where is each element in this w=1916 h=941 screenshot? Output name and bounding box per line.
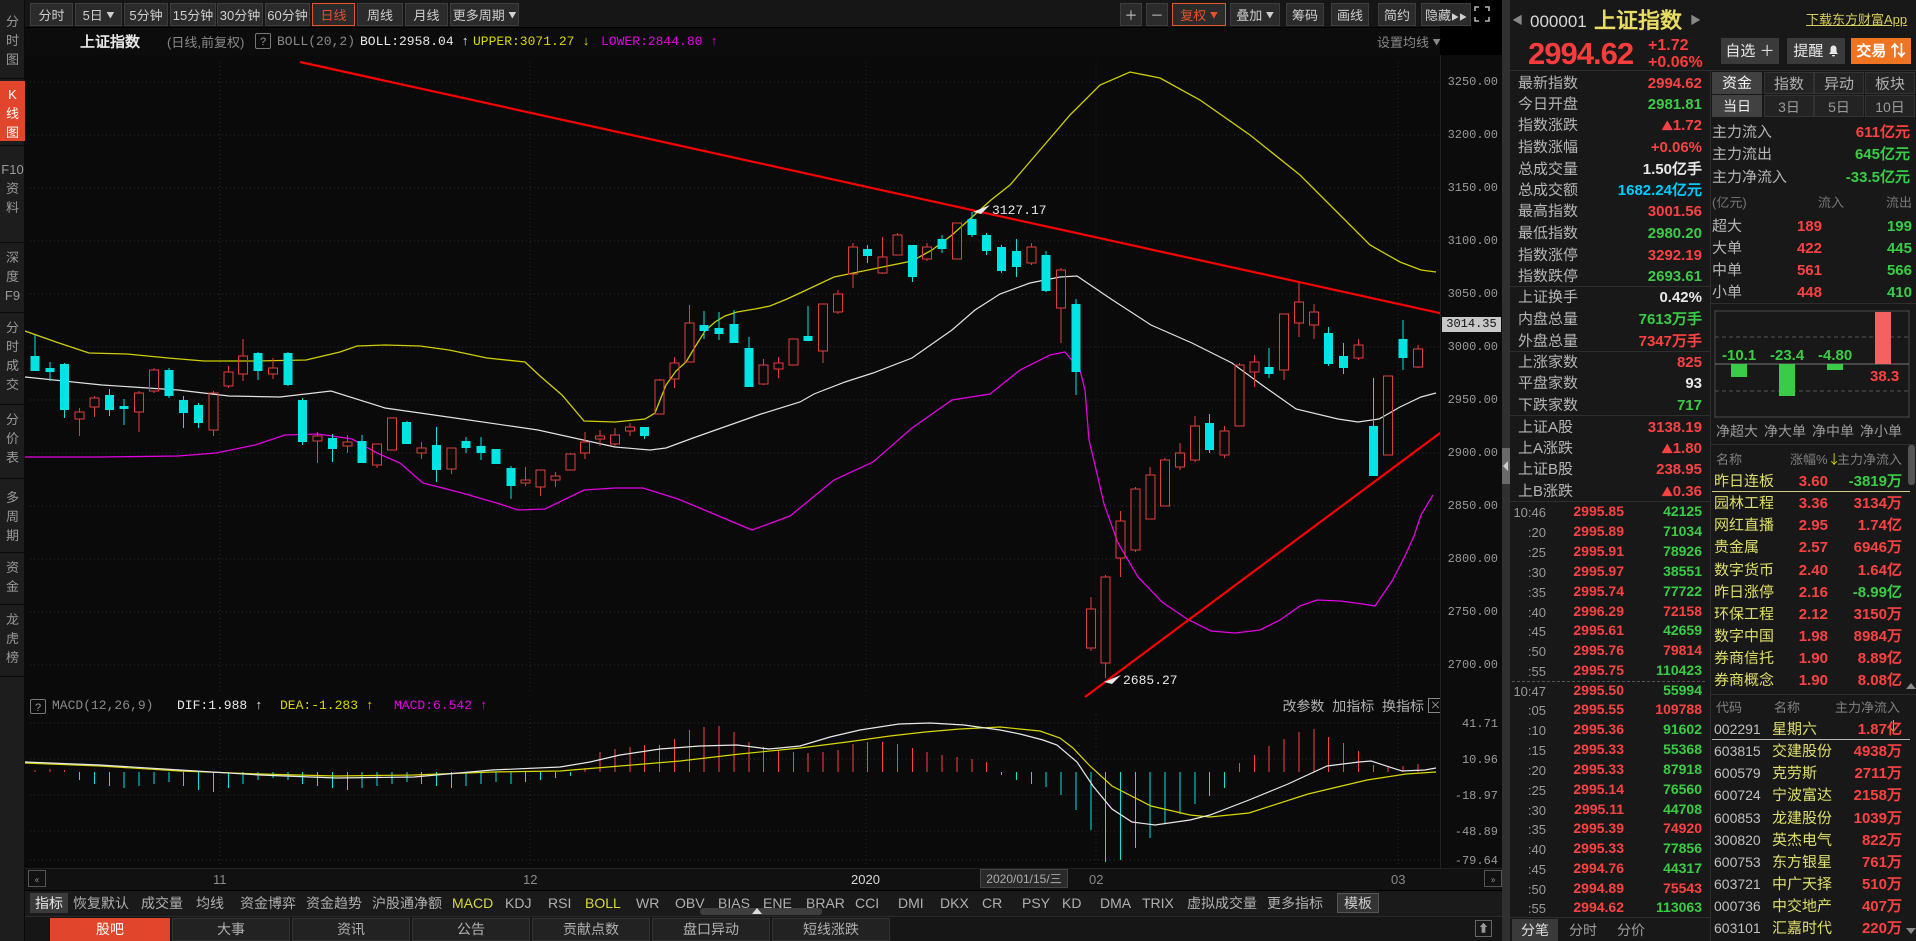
svg-text:2685.27: 2685.27 — [1123, 673, 1178, 688]
svg-text:-10.1: -10.1 — [1722, 344, 1756, 365]
svg-text:-23.4: -23.4 — [1770, 344, 1805, 365]
svg-text:3127.17: 3127.17 — [992, 203, 1047, 218]
svg-text:38.3: 38.3 — [1870, 365, 1899, 386]
svg-text:-4.80: -4.80 — [1818, 344, 1852, 365]
